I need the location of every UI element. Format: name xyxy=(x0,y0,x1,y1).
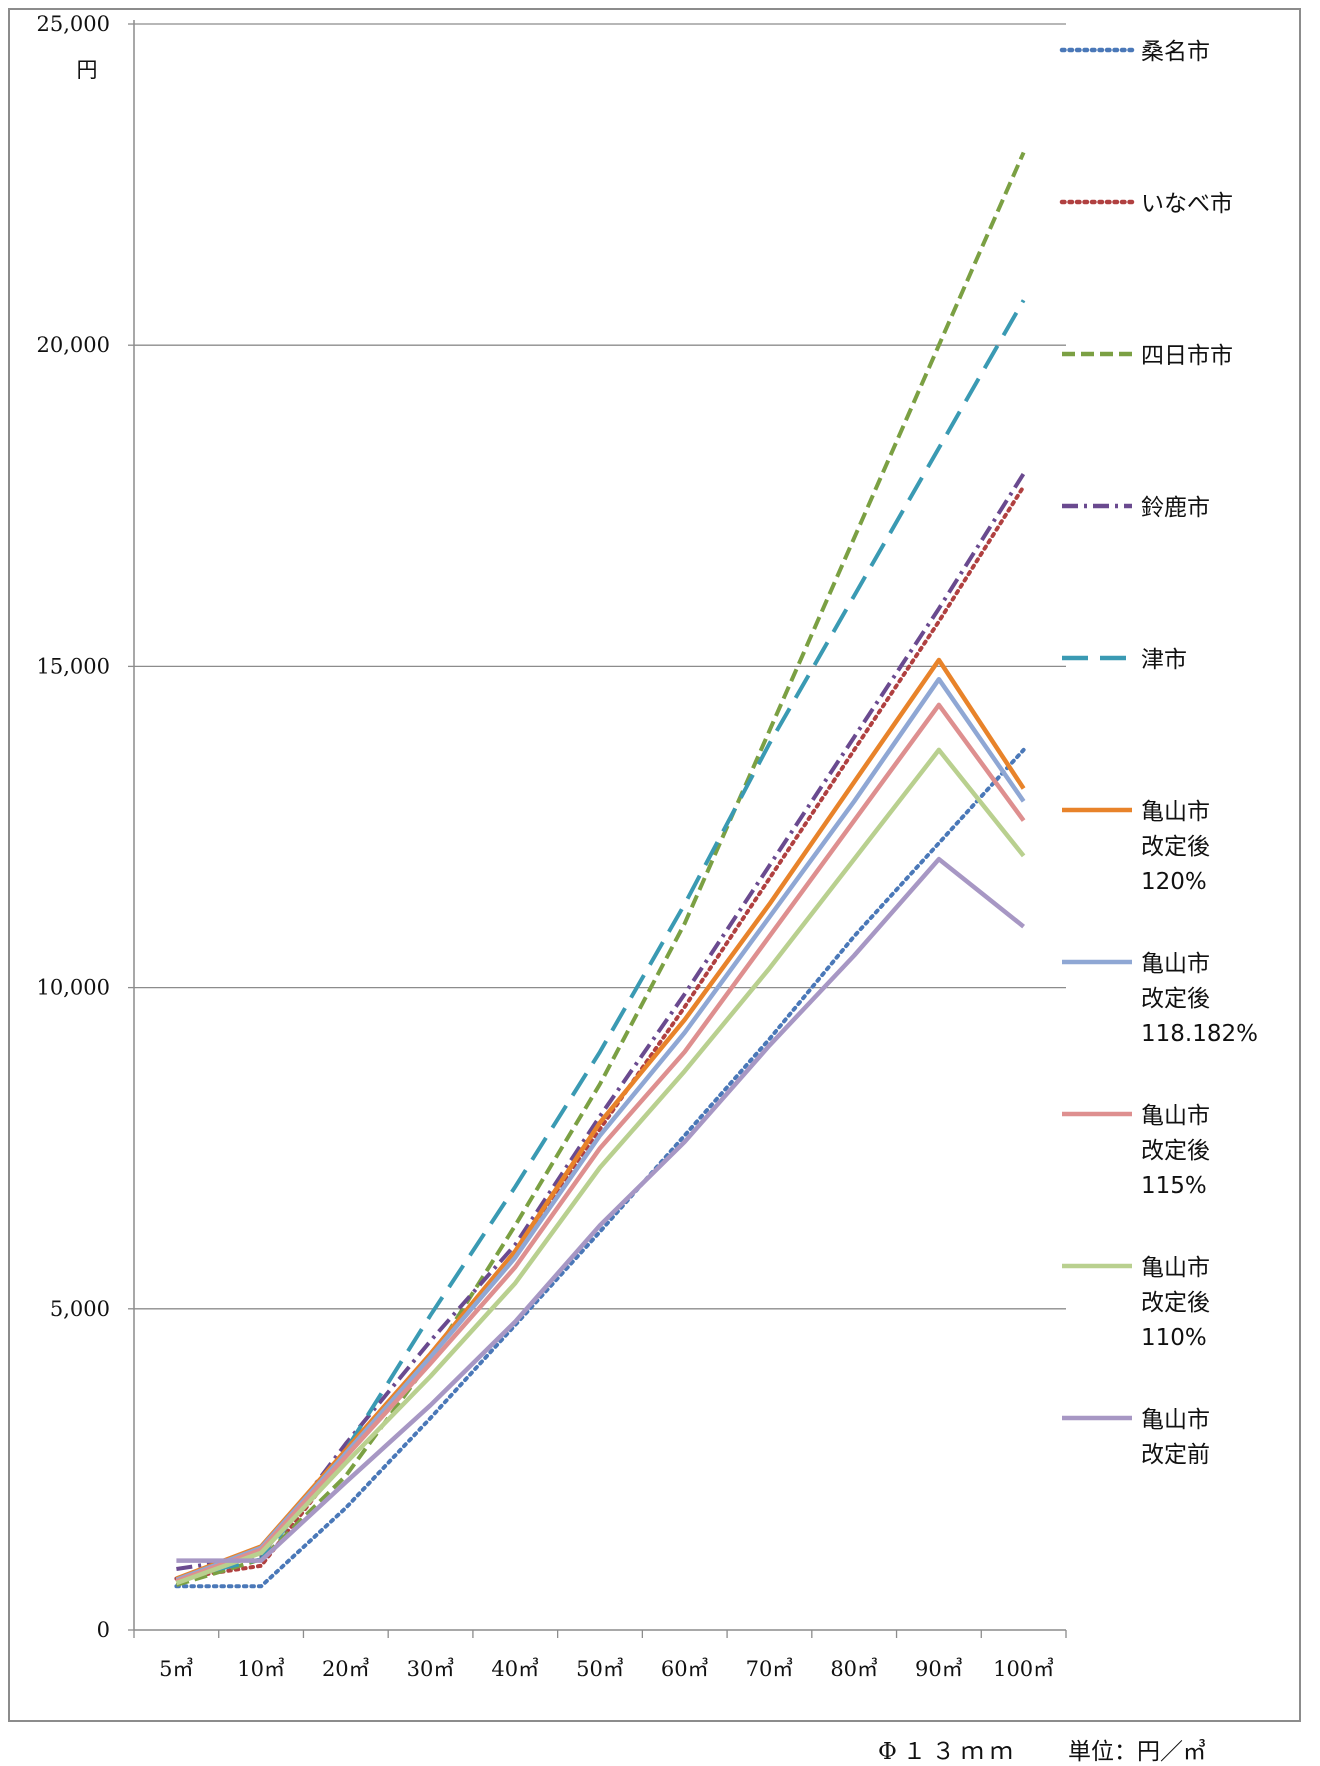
x-tick-label: 10㎥ xyxy=(237,1657,285,1681)
axes: 0 5,000 10,000 15,000 20,000 25,000 5㎥ 10㎥ 20㎥ 30… xyxy=(37,12,1067,1681)
y-tick-label: 0 xyxy=(97,1618,110,1642)
y-tick-label: 15,000 xyxy=(37,654,110,678)
x-tick-label: 40㎥ xyxy=(491,1657,539,1681)
series-line-亀山市改定後120% xyxy=(175,657,1026,1581)
legend-label: 改定前 xyxy=(1141,1442,1210,1468)
legend-label: 改定後 xyxy=(1141,986,1210,1012)
legend-label: 改定後 xyxy=(1141,834,1210,860)
legend-label: 鈴鹿市 xyxy=(1141,495,1210,521)
legend-label: 亀山市 xyxy=(1141,951,1210,977)
legend-label: 亀山市 xyxy=(1141,1103,1210,1129)
x-tick-label: 60㎥ xyxy=(661,1657,709,1681)
series-lines xyxy=(174,151,1026,1589)
series-line-桑名市 xyxy=(174,747,1026,1589)
legend-label: いなべ市 xyxy=(1141,191,1233,217)
x-tick-label: 20㎥ xyxy=(322,1657,370,1681)
unit-label: 単位：円／㎥ xyxy=(1068,1739,1206,1765)
legend: 桑名市いなべ市四日市市鈴鹿市津市亀山市改定後120%亀山市改定後118.182%… xyxy=(1059,39,1258,1468)
y-tick-label: 25,000 xyxy=(37,12,110,36)
legend-label: 四日市市 xyxy=(1141,343,1233,369)
gridlines xyxy=(134,23,1066,1310)
legend-label: 亀山市 xyxy=(1141,1407,1210,1433)
legend-label: 118.182% xyxy=(1141,1021,1258,1047)
footer-note: Φ１３ｍｍ 単位：円／㎥ xyxy=(0,1732,1320,1765)
legend-label: 120% xyxy=(1141,869,1207,895)
x-tick-label: 70㎥ xyxy=(746,1657,794,1681)
chart-frame xyxy=(8,8,1301,1722)
series-line-四日市市 xyxy=(175,151,1026,1587)
series-line-亀山市改定後115% xyxy=(175,702,1026,1584)
x-tick-label: 80㎥ xyxy=(830,1657,878,1681)
x-tick-label: 90㎥ xyxy=(915,1657,963,1681)
series-line-亀山市改定後110% xyxy=(175,747,1026,1586)
x-tick-label: 100㎥ xyxy=(993,1657,1054,1681)
y-tick-label: 5,000 xyxy=(50,1297,110,1321)
legend-label: 110% xyxy=(1141,1325,1207,1351)
x-tick-label: 5㎥ xyxy=(159,1657,193,1681)
legend-label: 改定後 xyxy=(1141,1290,1210,1316)
series-line-鈴鹿市 xyxy=(176,472,1026,1571)
x-tick-label: 50㎥ xyxy=(576,1657,624,1681)
pipe-diameter-label: Φ１３ｍｍ xyxy=(878,1739,1019,1765)
legend-label: 桑名市 xyxy=(1141,39,1210,65)
y-axis-unit-label: 円 xyxy=(77,58,98,82)
x-tick-label: 30㎥ xyxy=(407,1657,455,1681)
legend-label: 亀山市 xyxy=(1141,1255,1210,1281)
series-line-いなべ市 xyxy=(174,484,1026,1581)
legend-label: 亀山市 xyxy=(1141,799,1210,825)
legend-label: 改定後 xyxy=(1141,1138,1210,1164)
legend-label: 津市 xyxy=(1141,647,1187,673)
line-chart: 0 5,000 10,000 15,000 20,000 25,000 5㎥ 10㎥ 20㎥ 30… xyxy=(37,12,1258,1681)
series-line-亀山市改定前 xyxy=(176,856,1026,1563)
y-tick-label: 10,000 xyxy=(37,976,110,1000)
series-line-津市 xyxy=(175,299,1026,1581)
y-tick-label: 20,000 xyxy=(37,333,110,357)
legend-label: 115% xyxy=(1141,1173,1207,1199)
